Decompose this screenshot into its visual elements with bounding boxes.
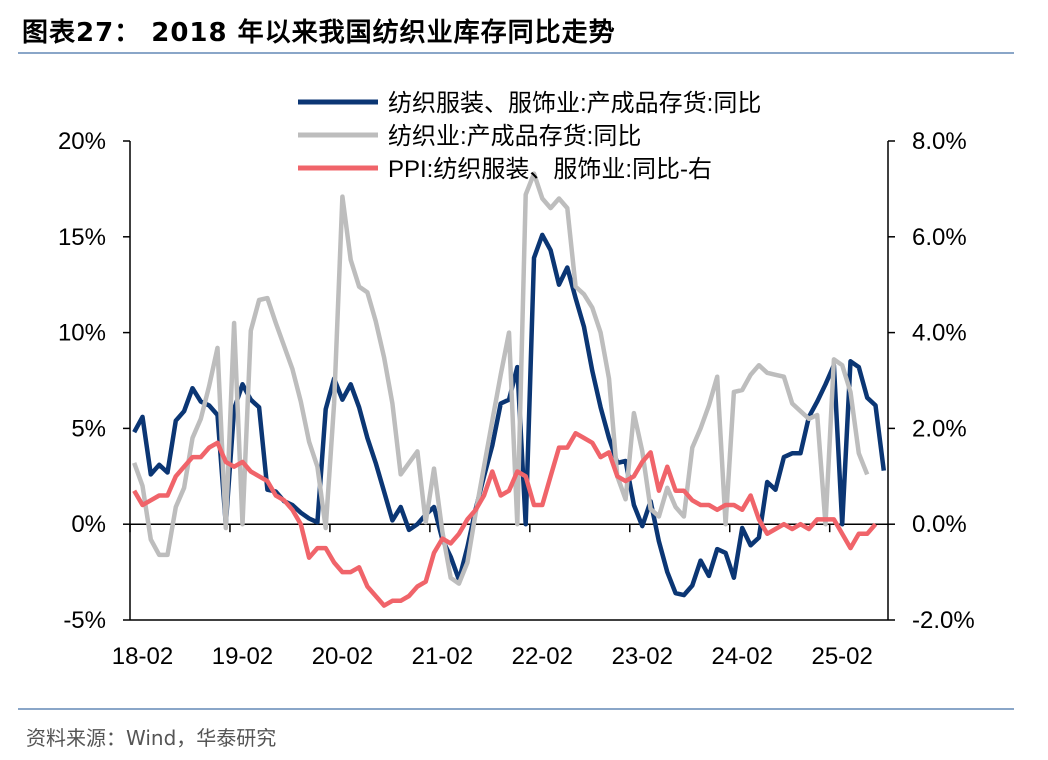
source-note: 资料来源：Wind，华泰研究 [26, 726, 277, 750]
series-line-textile-inventory [132, 171, 870, 586]
x-tick-label: 23-02 [612, 643, 673, 670]
right-tick-label: -2.0% [912, 607, 975, 634]
left-tick-label: 10% [58, 320, 106, 347]
line-chart: -5% 0% 5% 10% 15% 20% -2.0% 0.0% 2.0% 4.0% 6.0% 8.0… [58, 90, 975, 670]
right-tick-label: 4.0% [912, 320, 967, 347]
figure-title: 图表27： 2018 年以来我国纺织业库存同比走势 [22, 18, 616, 48]
title-divider [18, 52, 1014, 54]
series-lines [132, 171, 887, 608]
right-tick-label: 6.0% [912, 224, 967, 251]
left-tick-label: -5% [63, 607, 106, 634]
x-tick-label: 18-02 [112, 643, 173, 670]
series-line-ppi [132, 430, 878, 608]
legend-label: 纺织服装、服饰业:产成品存货:同比 [388, 90, 761, 117]
footer-divider [18, 708, 1014, 710]
left-tick-label: 5% [71, 415, 106, 442]
right-tick-label: 8.0% [912, 128, 967, 155]
x-tick-label: 22-02 [512, 643, 573, 670]
left-tick-label: 0% [71, 511, 106, 538]
axes: -5% 0% 5% 10% 15% 20% -2.0% 0.0% 2.0% 4.0% 6.0% 8.0… [58, 128, 975, 670]
series-line-apparel-inventory [132, 232, 887, 598]
right-tick-label: 0.0% [912, 511, 967, 538]
x-tick-label: 24-02 [712, 643, 773, 670]
left-tick-label: 15% [58, 224, 106, 251]
legend-label: PPI:纺织服装、服饰业:同比-右 [388, 156, 712, 183]
x-tick-label: 21-02 [412, 643, 473, 670]
x-tick-label: 25-02 [811, 643, 872, 670]
x-tick-label: 19-02 [212, 643, 273, 670]
legend-label: 纺织业:产成品存货:同比 [388, 123, 641, 150]
right-tick-label: 2.0% [912, 415, 967, 442]
left-tick-label: 20% [58, 128, 106, 155]
x-tick-label: 20-02 [312, 643, 373, 670]
